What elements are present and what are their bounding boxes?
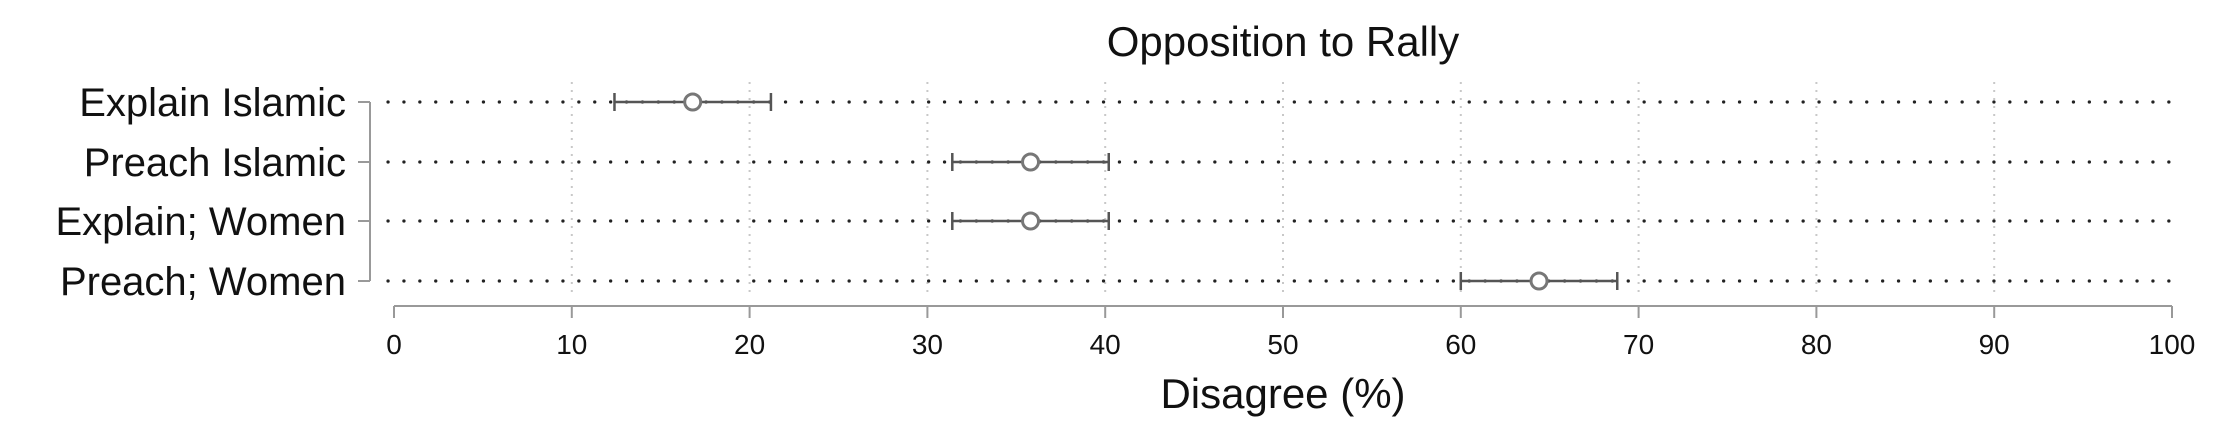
category-label: Explain Islamic xyxy=(79,81,346,125)
x-tick-label: 40 xyxy=(1090,329,1121,360)
x-tick-label: 10 xyxy=(556,329,587,360)
x-axis-label: Disagree (%) xyxy=(1160,370,1405,417)
point-marker xyxy=(1529,271,1549,291)
point-marker xyxy=(1021,211,1041,231)
point-marker xyxy=(683,92,703,112)
x-axis-ticks: 0 10 20 30 40 50 60 70 80 90 100 xyxy=(386,306,2195,360)
data-marks xyxy=(613,92,1619,291)
x-tick-label: 60 xyxy=(1445,329,1476,360)
x-tick-label: 80 xyxy=(1801,329,1832,360)
x-tick-label: 20 xyxy=(734,329,765,360)
category-label: Preach; Women xyxy=(60,260,346,304)
x-tick-label: 100 xyxy=(2149,329,2196,360)
x-tick-label: 50 xyxy=(1267,329,1298,360)
x-tick-label: 30 xyxy=(912,329,943,360)
x-tick-label: 70 xyxy=(1623,329,1654,360)
category-label: Preach Islamic xyxy=(84,141,346,185)
x-tick-label: 0 xyxy=(386,329,402,360)
x-tick-label: 90 xyxy=(1979,329,2010,360)
category-rows: Explain Islamic Preach Islamic Explain; Wo… xyxy=(55,81,2172,304)
chart-title: Opposition to Rally xyxy=(1107,18,1460,65)
gridlines xyxy=(570,82,1996,296)
category-label: Explain; Women xyxy=(55,200,346,244)
point-marker xyxy=(1021,152,1041,172)
